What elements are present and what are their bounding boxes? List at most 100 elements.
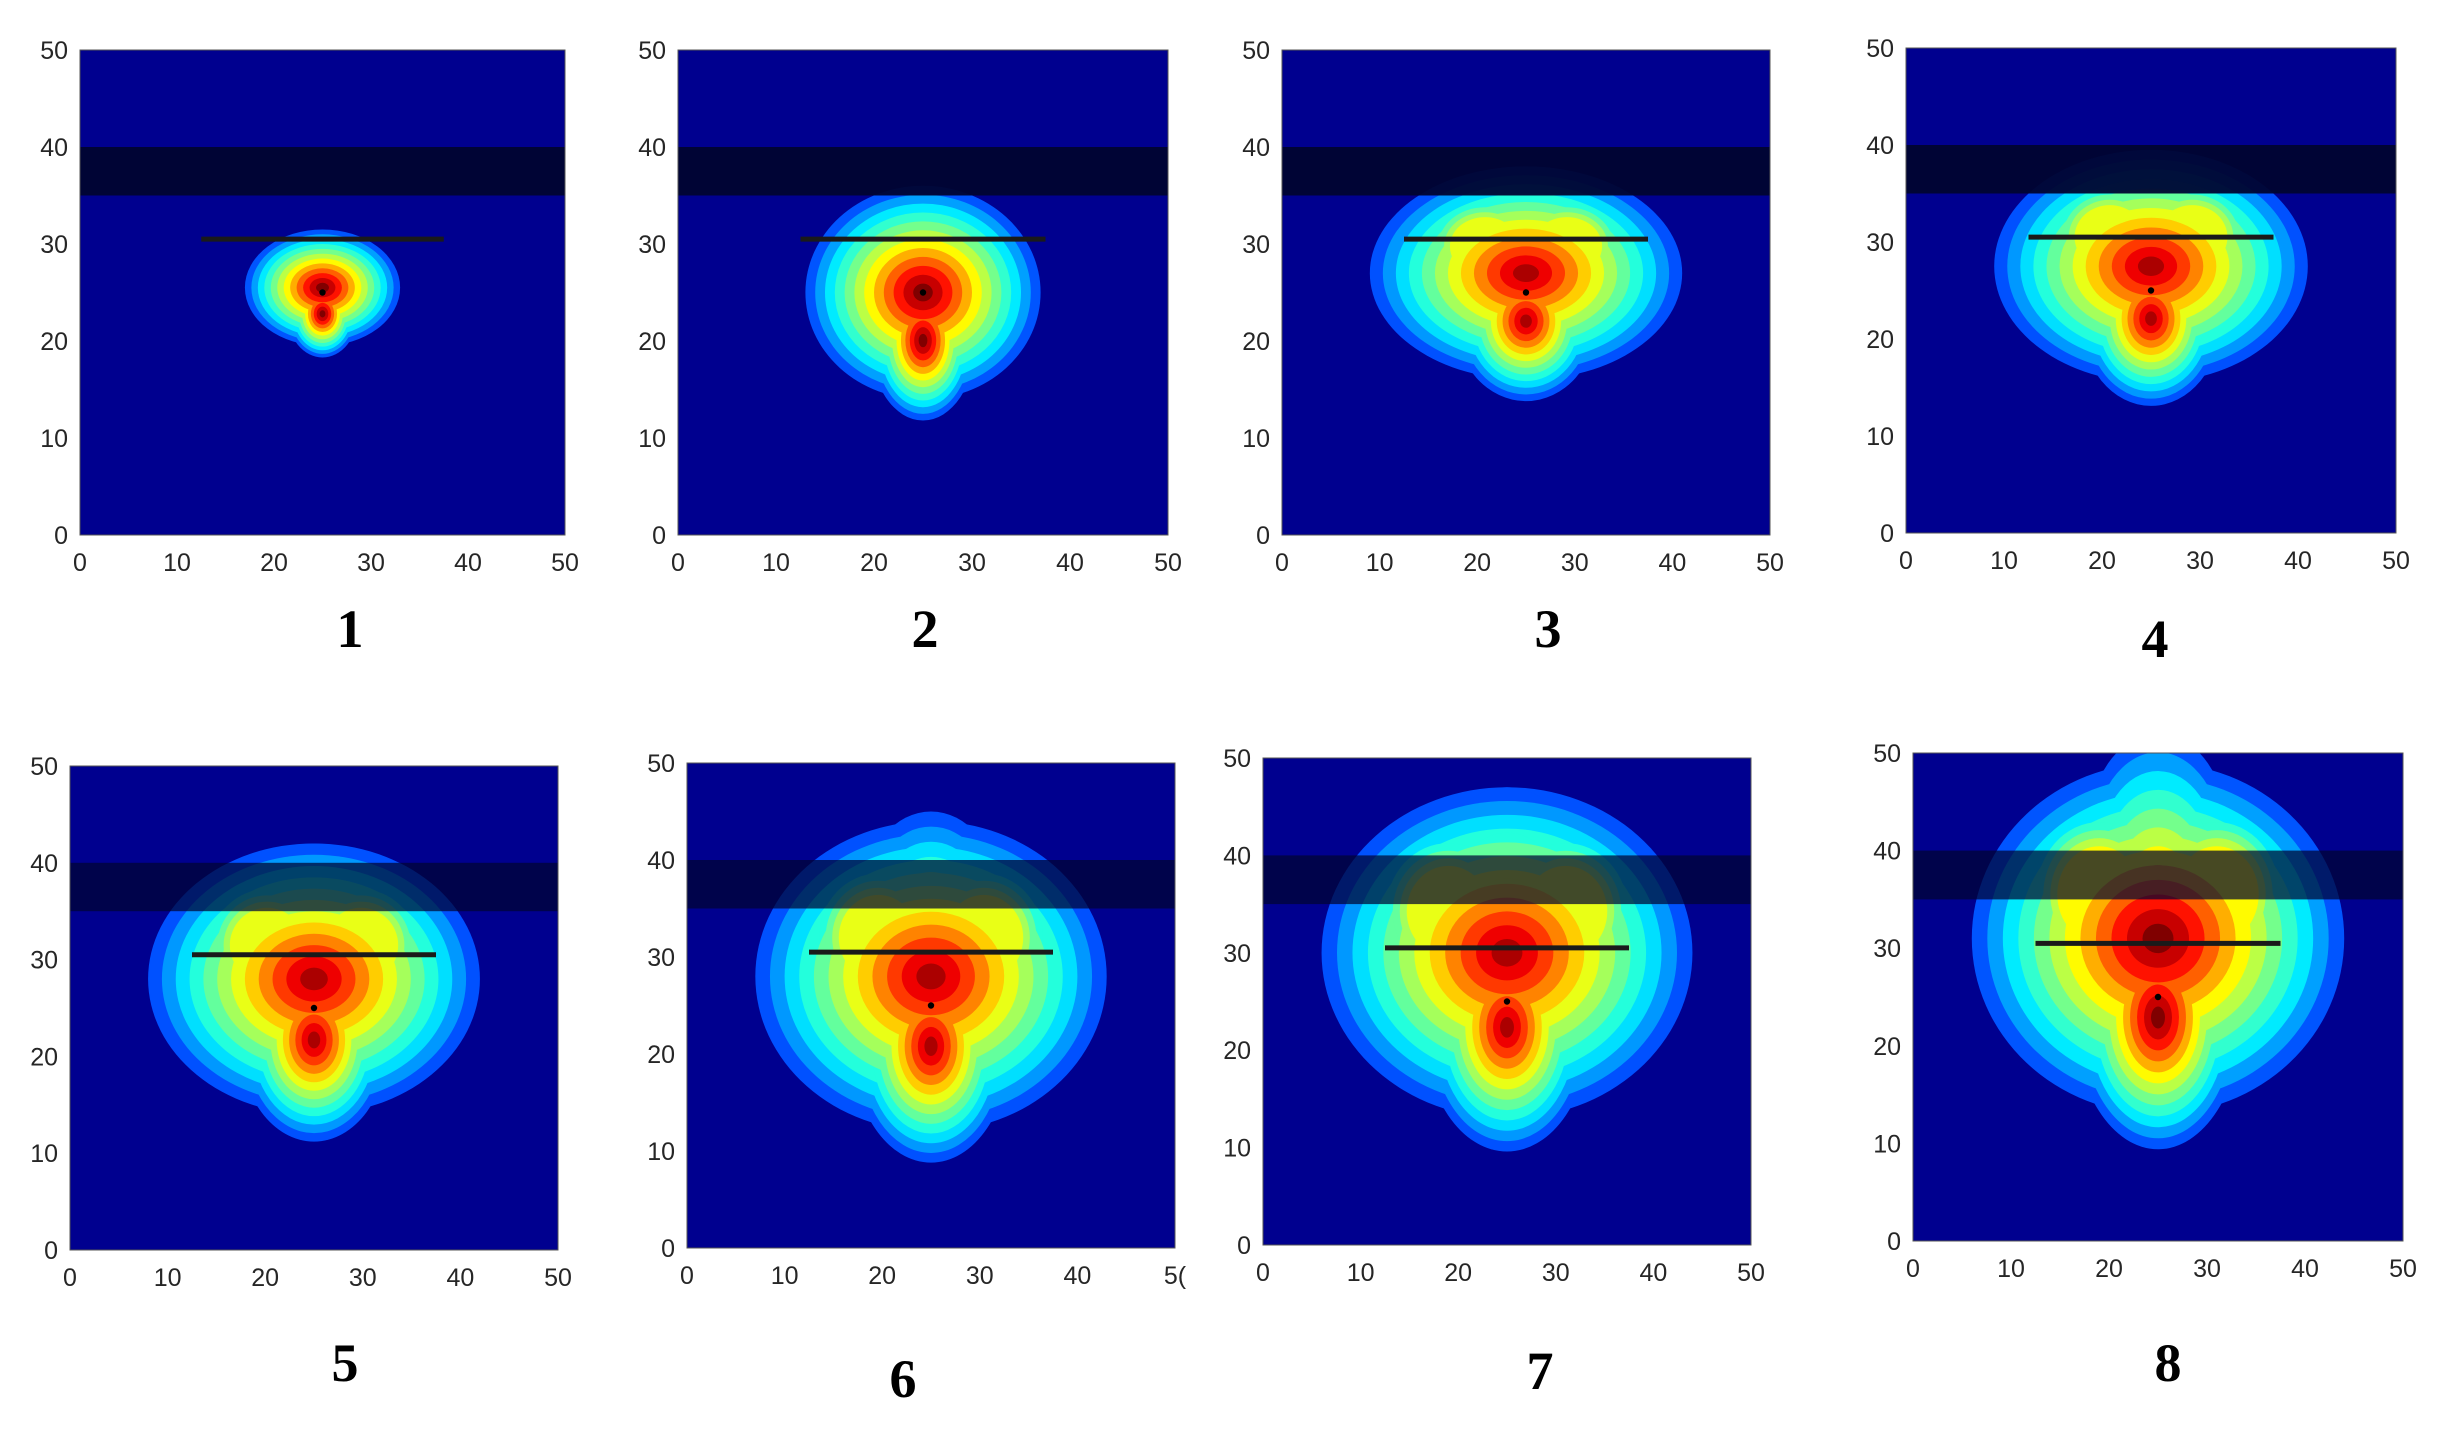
y-tick-label: 20 [1223, 1037, 1251, 1065]
x-tick-label: 40 [2291, 1255, 2319, 1283]
y-tick-label: 20 [1242, 328, 1270, 356]
x-tick-label: 10 [1366, 549, 1394, 577]
source-point [919, 289, 927, 296]
x-tick-label: 20 [2088, 547, 2116, 575]
y-tick-label: 10 [40, 425, 68, 453]
source-point [927, 1002, 935, 1009]
y-tick-label: 40 [1223, 842, 1251, 870]
y-tick-label: 40 [1873, 838, 1901, 866]
y-tick-label: 30 [638, 231, 666, 259]
x-tick-label: 50 [1737, 1259, 1765, 1287]
x-tick-label: 10 [163, 549, 191, 577]
contour-level-12 [300, 967, 328, 1049]
y-tick-label: 20 [1873, 1033, 1901, 1061]
y-tick-label: 30 [1866, 229, 1894, 257]
panel-label: 1 [336, 599, 364, 659]
plot-area [80, 50, 565, 535]
y-tick-label: 0 [661, 1235, 675, 1263]
y-tick-label: 10 [647, 1138, 675, 1166]
plot-area [1906, 48, 2396, 533]
x-tick-label: 30 [966, 1262, 994, 1290]
y-tick-label: 10 [30, 1140, 58, 1168]
source-point [2147, 287, 2155, 294]
plot-area [70, 766, 558, 1250]
y-tick-label: 30 [1242, 231, 1270, 259]
axes-frame [1281, 49, 1771, 536]
axes-frame [79, 49, 566, 536]
y-tick-label: 50 [647, 750, 675, 778]
x-tick-label: 5( [1164, 1262, 1187, 1290]
y-tick-label: 40 [30, 850, 58, 878]
y-tick-label: 50 [1242, 37, 1270, 65]
x-tick-label: 30 [2186, 547, 2214, 575]
panel-label: 3 [1534, 599, 1562, 659]
panel-label: 5 [331, 1333, 359, 1393]
plot-area [1282, 50, 1770, 535]
axes-frame [1912, 752, 2404, 1242]
panel-1: 0 10 20 30 40 50 0 10 20 30 40 50 [40, 37, 579, 577]
stratum-band [80, 147, 565, 196]
x-tick-label: 30 [1542, 1259, 1570, 1287]
y-tick-label: 0 [1256, 522, 1270, 550]
y-tick-label: 0 [54, 522, 68, 550]
y-tick-label: 0 [1237, 1232, 1251, 1260]
x-tick-label: 10 [1347, 1259, 1375, 1287]
x-tick-label: 20 [2095, 1255, 2123, 1283]
contour-level-12 [1512, 264, 1540, 328]
panel-3: 0 10 20 30 40 50 0 10 20 30 40 50 [1242, 37, 1784, 577]
stratum-band [1906, 145, 2396, 194]
x-tick-label: 40 [1056, 549, 1084, 577]
y-tick-label: 10 [1873, 1130, 1901, 1158]
plot-area [687, 763, 1175, 1248]
contour-level-12 [316, 282, 329, 318]
x-tick-label: 50 [1154, 549, 1182, 577]
x-tick-label: 40 [446, 1264, 474, 1292]
y-tick-label: 10 [1223, 1135, 1251, 1163]
y-tick-label: 10 [1242, 425, 1270, 453]
source-point [319, 289, 326, 296]
x-tick-label: 10 [1990, 547, 2018, 575]
x-tick-label: 40 [454, 549, 482, 577]
y-tick-label: 0 [44, 1237, 58, 1265]
source-point [2154, 993, 2162, 1001]
panel-label: 2 [911, 599, 939, 659]
panel-4: 0 10 20 30 40 50 0 10 20 30 40 50 [1866, 35, 2410, 575]
y-tick-label: 40 [1242, 134, 1270, 162]
x-tick-label: 0 [1906, 1255, 1920, 1283]
stratum-band [678, 147, 1168, 196]
x-tick-label: 20 [260, 549, 288, 577]
y-tick-label: 30 [1873, 935, 1901, 963]
y-tick-label: 50 [40, 37, 68, 65]
x-tick-label: 40 [1063, 1262, 1091, 1290]
x-tick-label: 20 [1444, 1259, 1472, 1287]
x-tick-label: 30 [1561, 549, 1589, 577]
x-tick-label: 0 [1899, 547, 1913, 575]
y-tick-label: 40 [647, 847, 675, 875]
source-point [310, 1004, 318, 1012]
panel-6: 0 10 20 30 40 5(0 10 20 30 40 50 [647, 750, 1187, 1290]
axes-frame [686, 762, 1176, 1249]
axes-frame [1262, 757, 1752, 1246]
x-tick-label: 40 [1658, 549, 1686, 577]
y-tick-label: 30 [40, 231, 68, 259]
y-tick-label: 40 [638, 134, 666, 162]
stratum-band [1913, 850, 2403, 900]
x-tick-label: 20 [868, 1262, 896, 1290]
x-tick-label: 0 [73, 549, 87, 577]
stratum-band [1282, 147, 1770, 196]
contour-level-12 [916, 963, 946, 1056]
x-tick-label: 40 [1639, 1259, 1667, 1287]
x-tick-label: 30 [349, 1264, 377, 1292]
panel-label: 6 [889, 1349, 917, 1409]
x-tick-label: 30 [958, 549, 986, 577]
panel-7: 0 10 20 30 40 50 0 10 20 30 40 50 [1223, 745, 1765, 1287]
y-tick-label: 40 [1866, 132, 1894, 160]
x-tick-label: 20 [860, 549, 888, 577]
y-tick-label: 10 [1866, 423, 1894, 451]
x-tick-label: 50 [1756, 549, 1784, 577]
x-tick-label: 0 [671, 549, 685, 577]
x-tick-label: 40 [2284, 547, 2312, 575]
x-tick-label: 0 [1256, 1259, 1270, 1287]
y-tick-label: 0 [1880, 520, 1894, 548]
x-tick-label: 50 [2382, 547, 2410, 575]
